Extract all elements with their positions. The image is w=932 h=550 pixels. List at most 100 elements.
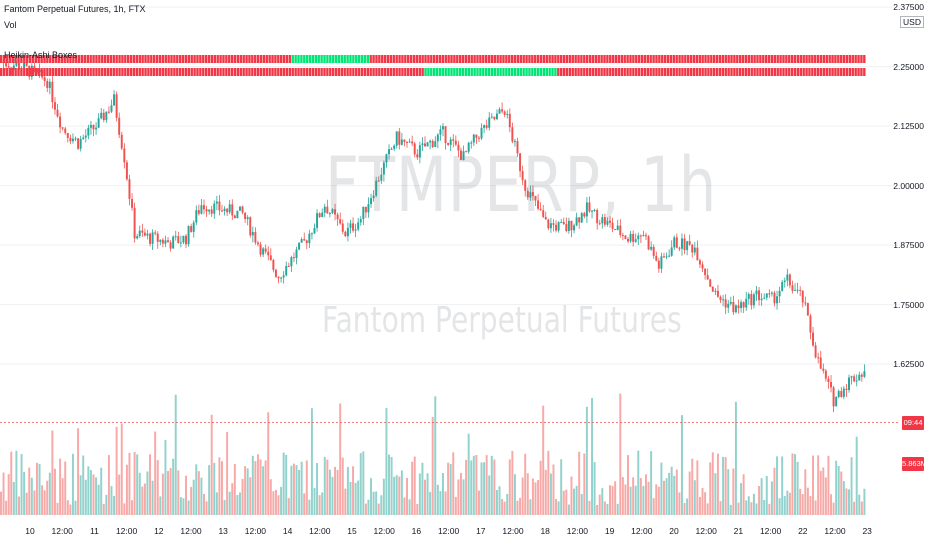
volume-bar — [151, 480, 154, 515]
band-cell — [86, 55, 89, 63]
candle — [84, 135, 87, 138]
candle — [79, 138, 82, 149]
candle — [403, 139, 406, 142]
band-cell — [637, 68, 641, 76]
band-cell — [366, 68, 369, 76]
band-cell — [513, 55, 517, 63]
volume-bar — [128, 452, 131, 515]
volume-bar — [400, 470, 403, 515]
band-cell — [848, 68, 852, 76]
band-cell — [684, 68, 687, 76]
time-tick: 22 — [798, 526, 808, 536]
band-cell — [334, 68, 338, 76]
band-cell — [294, 68, 297, 76]
volume-bar — [321, 492, 324, 515]
band-cell — [254, 55, 257, 63]
volume-bar — [639, 478, 642, 515]
volume-bar — [542, 405, 545, 515]
candle — [323, 206, 326, 213]
time-tick: 12:00 — [373, 526, 395, 536]
band-cell — [152, 55, 156, 63]
time-tick: 12 — [154, 526, 164, 536]
candle — [251, 232, 254, 236]
band-cell — [782, 55, 785, 63]
currency-label[interactable]: USD — [900, 16, 924, 28]
band-cell — [707, 55, 710, 63]
band-cell — [300, 68, 303, 76]
band-cell — [834, 55, 837, 63]
band-cell — [346, 68, 349, 76]
candle — [167, 240, 170, 243]
band-cell — [458, 68, 462, 76]
volume-bar — [642, 485, 645, 515]
band-cell — [583, 55, 586, 63]
volume-bar — [470, 460, 473, 515]
band-cell — [66, 55, 69, 63]
candle — [300, 239, 303, 243]
symbol-legend[interactable]: Fantom Perpetual Futures, 1h, FTX — [4, 4, 146, 14]
band-cell — [588, 55, 592, 63]
candle — [745, 298, 748, 308]
band-cell — [161, 55, 165, 63]
band-cell — [785, 55, 788, 63]
volume-bar — [544, 469, 547, 515]
band-cell — [291, 55, 294, 63]
band-cell — [164, 55, 167, 63]
volume-bar — [43, 490, 46, 515]
volume-bar — [323, 456, 326, 515]
band-cell — [620, 68, 624, 76]
band-cell — [222, 55, 225, 63]
band-cell — [77, 55, 81, 63]
band-cell — [640, 55, 644, 63]
volume-bar — [637, 450, 640, 515]
time-tick: 12:00 — [695, 526, 717, 536]
band-cell — [658, 68, 661, 76]
band-cell — [756, 55, 759, 63]
band-cell — [773, 55, 777, 63]
candle — [287, 266, 290, 268]
volume-legend[interactable]: Vol — [4, 20, 17, 30]
band-cell — [687, 68, 690, 76]
band-cell — [11, 55, 14, 63]
band-cell — [793, 68, 797, 76]
band-cell — [528, 55, 531, 63]
band-cell — [669, 68, 673, 76]
price-tick: 2.12500 — [893, 121, 924, 132]
candle — [416, 154, 419, 158]
volume-bar — [686, 498, 689, 515]
band-cell — [444, 68, 447, 76]
volume-bar — [403, 497, 406, 515]
volume-bar — [15, 450, 18, 515]
volume-bar — [208, 465, 211, 515]
candle — [588, 202, 591, 212]
candle — [185, 235, 187, 245]
candle — [619, 225, 622, 235]
band-cell — [95, 68, 98, 76]
band-cell — [103, 68, 107, 76]
band-cell — [204, 68, 208, 76]
candle — [113, 94, 116, 106]
volume-bar — [722, 456, 725, 515]
candle — [606, 220, 609, 225]
candle — [680, 238, 683, 249]
candle — [562, 221, 565, 225]
band-cell — [560, 68, 563, 76]
candle — [603, 217, 606, 225]
band-cell — [822, 68, 826, 76]
band-cell — [764, 68, 768, 76]
band-cell — [251, 68, 254, 76]
band-cell — [285, 68, 289, 76]
band-cell — [132, 55, 136, 63]
volume-bar — [143, 483, 146, 515]
candle — [182, 235, 185, 243]
volume-bar — [454, 496, 457, 515]
band-cell — [860, 68, 863, 76]
volume-bar — [585, 406, 588, 515]
candle — [447, 142, 450, 145]
candle — [256, 242, 259, 245]
volume-bar — [472, 455, 475, 515]
price-axis[interactable]: USD — [884, 0, 932, 550]
indicator-legend[interactable]: Heikin-Ashi Boxes — [4, 50, 78, 60]
volume-bar — [352, 466, 355, 515]
